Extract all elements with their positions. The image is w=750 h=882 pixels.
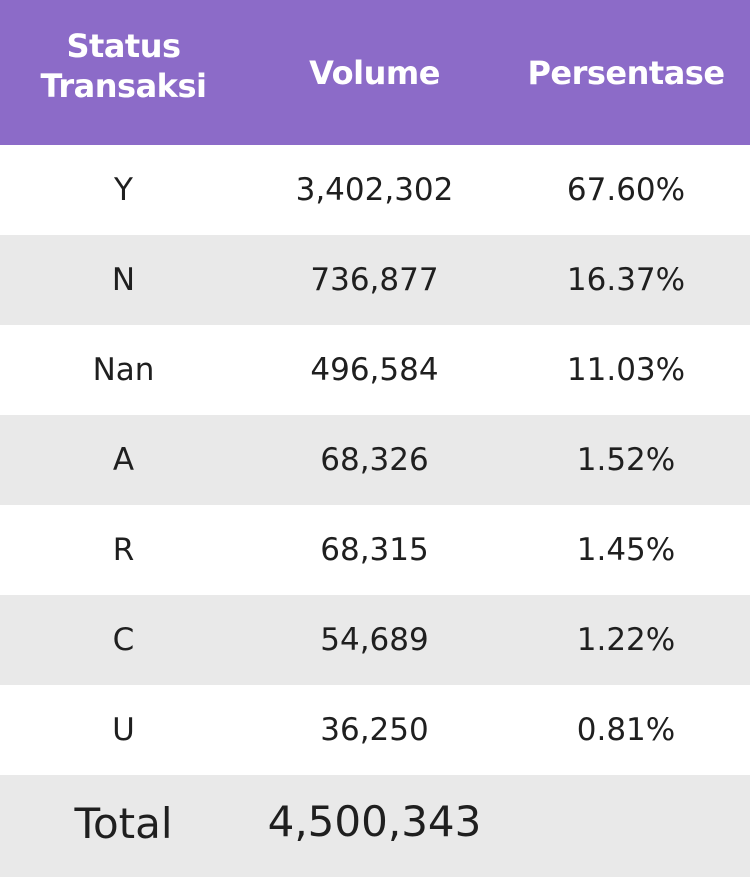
percentage-cell: 0.81% <box>576 712 676 748</box>
header-percentage: Persentase <box>527 53 725 92</box>
header-status-line2: Transaksi <box>40 66 207 105</box>
volume-cell: 68,326 <box>320 442 429 478</box>
status-cell: A <box>112 442 135 478</box>
header-status: Status Transaksi <box>0 26 247 120</box>
percentage-cell: 1.52% <box>576 442 676 478</box>
table-header: Status Transaksi Volume Persentase <box>0 0 750 145</box>
header-volume: Volume <box>309 53 440 92</box>
percentage-cell: 11.03% <box>566 352 686 388</box>
total-label: Total <box>74 798 173 848</box>
percentage-cell: 16.37% <box>566 262 686 298</box>
percentage-cell: 1.22% <box>576 622 676 658</box>
status-cell: N <box>111 262 136 298</box>
table-row: R 68,315 1.45% <box>0 505 750 595</box>
volume-cell: 736,877 <box>310 262 439 298</box>
status-cell: Nan <box>92 352 155 388</box>
volume-cell: 3,402,302 <box>295 172 454 208</box>
table-row: A 68,326 1.52% <box>0 415 750 505</box>
status-cell: C <box>112 622 135 658</box>
header-status-line1: Status <box>66 26 181 65</box>
volume-cell: 36,250 <box>320 712 429 748</box>
table-row: Nan 496,584 11.03% <box>0 325 750 415</box>
percentage-cell: 67.60% <box>566 172 686 208</box>
status-cell: U <box>112 712 135 748</box>
table-row: N 736,877 16.37% <box>0 235 750 325</box>
status-cell: Y <box>114 172 133 208</box>
volume-cell: 54,689 <box>320 622 429 658</box>
table-row: Y 3,402,302 67.60% <box>0 145 750 235</box>
volume-cell: 68,315 <box>320 532 429 568</box>
status-cell: R <box>112 532 135 568</box>
percentage-cell: 1.45% <box>576 532 676 568</box>
volume-cell: 496,584 <box>310 352 439 388</box>
table-row: U 36,250 0.81% <box>0 685 750 775</box>
total-volume: 4,500,343 <box>267 796 482 846</box>
table-row: C 54,689 1.22% <box>0 595 750 685</box>
total-row: Total 4,500,343 <box>0 775 750 877</box>
